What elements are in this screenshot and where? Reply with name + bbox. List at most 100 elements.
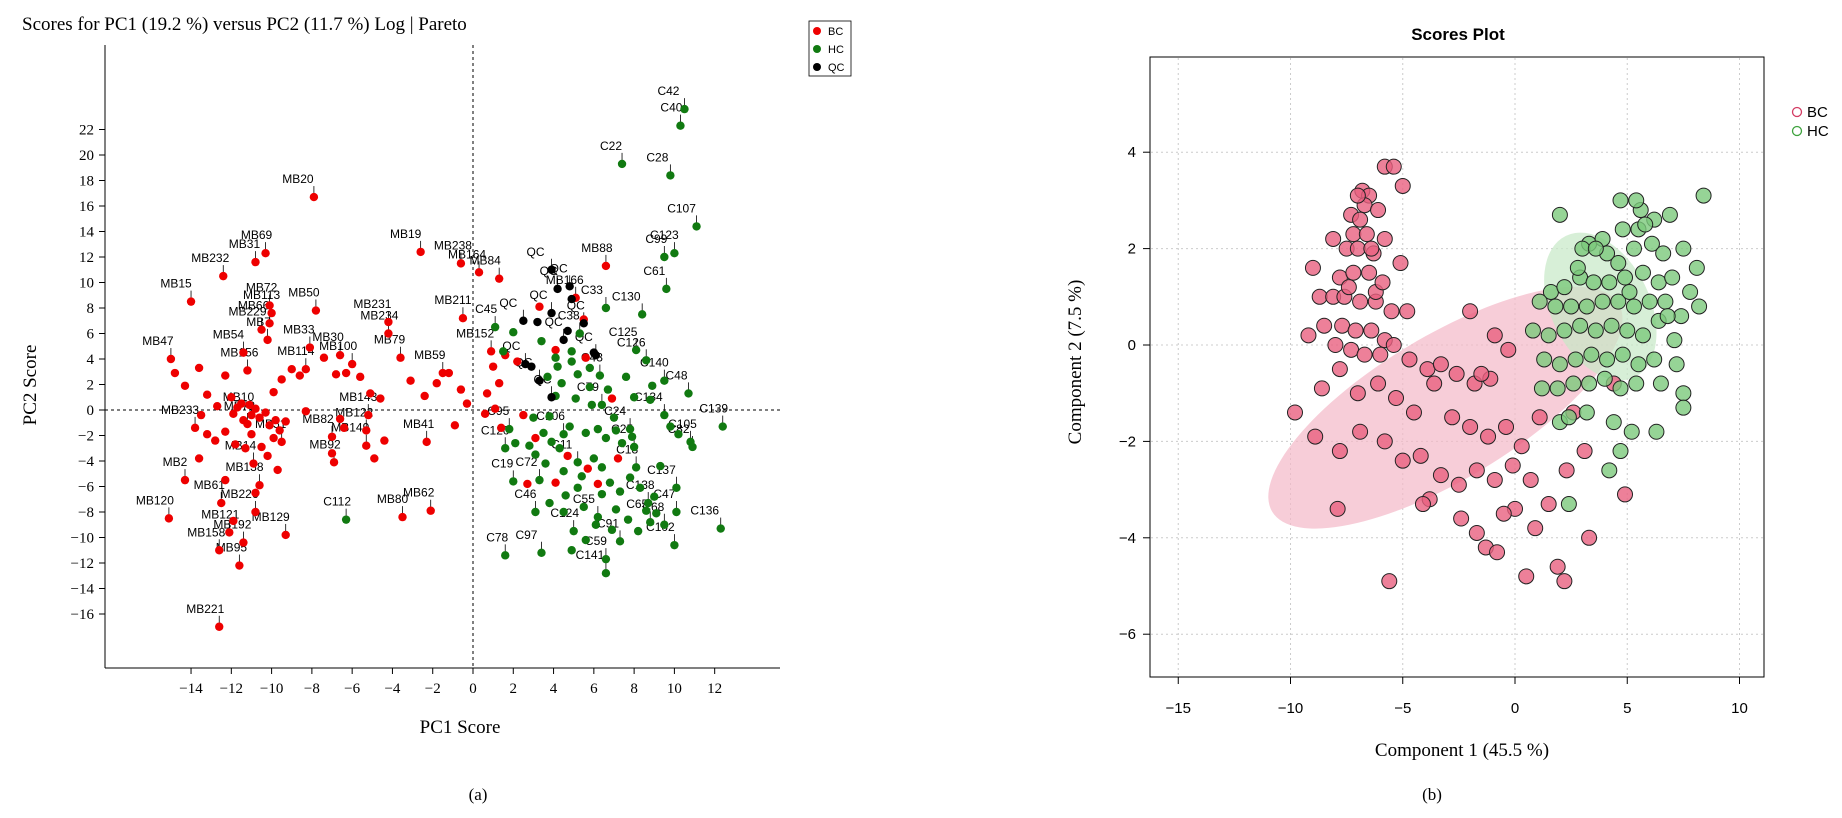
hc-point [509,477,518,486]
bc-point [1352,293,1369,310]
bc-point [281,530,290,540]
bc-point [255,481,264,490]
bc-point [362,426,371,435]
bc-point [496,423,506,433]
qc-point [535,376,544,385]
hc-point [617,159,627,169]
qc-point [521,359,530,369]
x-tick-label: 10 [1731,700,1748,717]
hc-point [569,526,578,536]
hc-point-label: C42 [657,84,679,98]
bc-point-label: MB229 [229,305,267,319]
bc-point [456,385,466,394]
bc-point [458,314,468,323]
bc-point [1401,351,1418,368]
bc-point [1558,462,1575,479]
bc-point [273,465,282,475]
x-tick-label: 4 [550,681,558,697]
legend-qc-marker [813,63,821,71]
y-tick-label: −6 [1119,626,1136,643]
bc-point [1522,471,1539,488]
panel-a-title: Scores for PC1 (19.2 %) versus PC2 (11.7… [22,14,467,35]
hc-point [573,458,582,467]
bc-point [221,371,230,380]
y-tick-label: −2 [1119,433,1136,450]
hc-point [601,569,611,578]
hc-point [1605,414,1622,431]
hc-point [637,310,647,319]
hc-point [646,395,655,404]
legend-b-bc-label: BC [1807,104,1828,121]
y-tick-label: 0 [1128,337,1136,354]
bc-point [261,248,270,258]
hc-point [529,413,538,422]
hc-point [1551,356,1568,373]
legend-b-hc-label: HC [1807,123,1829,140]
bc-point [444,368,454,378]
bc-point [1300,327,1317,344]
bc-point-label: MB80 [377,492,409,506]
hc-point-label: C46 [514,487,536,501]
x-tick-label: −14 [179,681,203,697]
hc-point [561,491,570,500]
bc-point [535,302,544,311]
hc-point [1612,192,1629,209]
hc-point [1610,255,1627,272]
panel-a-legend: BC HC QC [808,20,852,77]
bc-point-label: MB20 [282,172,314,186]
bc-point [319,353,329,362]
qc-point [591,350,601,360]
bc-point [1486,471,1503,488]
bc-point [370,454,379,463]
bc-point [396,353,405,362]
legend-qc-label: QC [828,62,845,74]
panel-a-ylabel: PC2 Score [20,345,41,426]
hc-point [537,336,546,346]
hc-point [1556,279,1573,296]
hc-point [621,372,631,382]
bc-point [1331,443,1348,460]
hc-point [635,483,645,492]
qc-point [519,316,528,325]
panel-b-caption: (b) [1422,785,1442,804]
hc-point [615,537,625,546]
bc-point [422,437,431,447]
hc-point [1664,269,1681,286]
bc-point [1381,573,1398,590]
hc-point [646,518,655,527]
hc-point [567,347,576,356]
hc-point [1581,375,1598,392]
hc-point [1625,240,1642,257]
x-tick-label: 10 [667,681,682,697]
hc-point [511,438,520,448]
bc-point [221,475,230,485]
bc-point-label: MB120 [136,493,174,507]
bc-point [1370,202,1387,219]
bc-point [1432,356,1449,373]
hc-point [1657,293,1674,310]
bc-point-label: MB88 [581,241,613,255]
bc-point [380,436,389,445]
bc-point-label: MB30 [312,330,344,344]
x-tick-label: 8 [630,681,638,697]
bc-point-label: MB100 [319,339,357,353]
bc-point [239,348,248,357]
bc-point [243,366,252,375]
hc-point [676,121,685,130]
legend-bc-label: BC [828,26,843,38]
bc-point [513,357,522,366]
bc-point [1345,226,1362,243]
hc-point [625,473,635,482]
hc-point [1691,298,1708,315]
bc-point [1489,544,1506,561]
hc-point [684,389,693,398]
hc-point [597,489,607,499]
x-tick-label: 0 [1511,700,1519,717]
hc-point-label: C55 [573,492,595,506]
bc-point [494,274,504,283]
hc-point [1587,240,1604,257]
hc-point [567,357,576,366]
hc-point [672,483,681,492]
hc-point [652,509,661,518]
